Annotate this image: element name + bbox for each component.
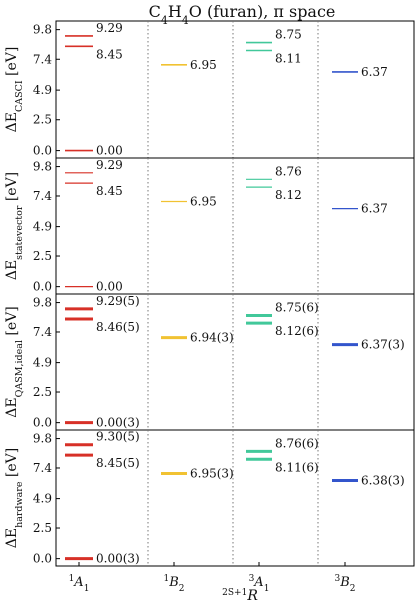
level-value-label: 8.12(6) [275,324,319,338]
level-value-label: 0.00(3) [96,552,140,566]
level-value-label: 9.30(5) [96,430,140,444]
level-value-label: 6.95 [190,194,217,208]
level-value-label: 0.00(3) [96,416,140,430]
y-tick-label: 2.5 [33,113,52,127]
panel-2: 0.0 2.5 4.9 7.4 9.8 ΔEstatevector [eV] 0.00 8.4… [4,157,415,295]
level-value-label: 8.12 [275,188,302,202]
level-value-label: 6.95 [190,58,217,72]
panel-frame [55,157,415,295]
y-tick-label: 2.5 [33,249,52,263]
y-tick-label: 7.4 [33,325,52,339]
y-tick-label: 7.4 [33,461,52,475]
level-value-label: 8.46(5) [96,320,140,334]
y-tick-label: 7.4 [33,52,52,66]
y-tick-label: 0.0 [33,280,52,294]
chart-title: C4H4O (furan), π space [149,2,336,27]
level-value-label: 9.29 [96,21,123,35]
level-value-label: 8.45 [96,184,123,198]
panel-frame [55,293,415,431]
panel-3: 0.0 2.5 4.9 7.4 9.8 ΔEQASM,ideal [eV] 0.00(3) 8… [4,293,415,431]
y-axis-label: ΔEstatevector [eV] [4,172,25,280]
level-value-label: 6.37 [361,65,388,79]
level-value-label: 6.37(3) [361,338,405,352]
level-value-label: 6.37 [361,202,388,216]
level-value-label: 6.95(3) [190,466,234,480]
y-tick-label: 4.9 [33,220,52,234]
x-axis: 1A1 1B2 3A1 3B2 2S+1R [69,562,356,604]
y-tick-label: 2.5 [33,385,52,399]
level-value-label: 8.45(5) [96,456,140,470]
level-value-label: 0.00 [96,280,123,294]
level-value-label: 8.76 [275,164,302,178]
panel-1: 0.0 2.5 4.9 7.4 9.8 ΔECASCI [eV] 0.00 8.45 9.29 6… [4,20,415,159]
y-axis-label: ΔECASCI [eV] [4,47,25,133]
panel-frame [55,20,415,159]
panel-frame [55,429,415,567]
level-value-label: 8.11 [275,51,302,65]
level-value-label: 8.11(6) [275,460,319,474]
x-tick-label: 1B2 [163,574,184,594]
level-value-label: 8.75(6) [275,300,319,314]
y-tick-label: 4.9 [33,83,52,97]
y-tick-label: 0.0 [33,416,52,430]
level-value-label: 6.38(3) [361,473,405,487]
y-tick-label: 4.9 [33,492,52,506]
y-tick-label: 0.0 [33,144,52,158]
panel-4: 0.0 2.5 4.9 7.4 9.8 ΔEhardware [eV] 0.00(3) 8.4… [4,429,415,567]
y-axis-label: ΔEQASM,ideal [eV] [4,306,25,417]
y-tick-label: 9.8 [33,296,52,310]
y-tick-label: 9.8 [33,432,52,446]
x-tick-label: 3B2 [334,574,355,594]
y-axis-label: ΔEhardware [eV] [4,448,25,549]
x-tick-label: 3A1 [249,574,270,594]
x-axis-label: 2S+1R [222,588,258,604]
y-tick-label: 4.9 [33,356,52,370]
y-tick-label: 9.8 [33,160,52,174]
y-tick-label: 9.8 [33,23,52,37]
level-value-label: 8.75 [275,28,302,42]
level-value-label: 8.45 [96,47,123,61]
level-value-label: 0.00 [96,144,123,158]
level-value-label: 9.29(5) [96,294,140,308]
level-value-label: 9.29 [96,158,123,172]
level-value-label: 6.94(3) [190,331,234,345]
panels-group: 0.0 2.5 4.9 7.4 9.8 ΔECASCI [eV] 0.00 8.45 9.29 6… [4,20,415,567]
x-tick-label: 1A1 [69,574,90,594]
y-tick-label: 2.5 [33,521,52,535]
level-value-label: 8.76(6) [275,436,319,450]
y-tick-label: 7.4 [33,189,52,203]
y-tick-label: 0.0 [33,552,52,566]
